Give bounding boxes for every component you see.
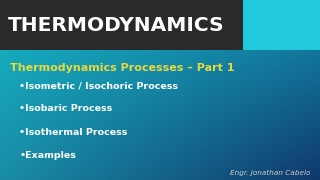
Text: •Examples: •Examples <box>19 151 76 160</box>
Text: Thermodynamics Processes – Part 1: Thermodynamics Processes – Part 1 <box>10 63 234 73</box>
Text: THERMODYNAMICS: THERMODYNAMICS <box>8 16 225 35</box>
Bar <box>243 0 320 50</box>
Text: Engr. Jonathan Cabelo: Engr. Jonathan Cabelo <box>230 170 310 176</box>
Text: •Isobaric Process: •Isobaric Process <box>19 104 112 113</box>
Text: •Isometric / Isochoric Process: •Isometric / Isochoric Process <box>19 81 178 90</box>
Bar <box>0 0 320 50</box>
Text: •Isothermal Process: •Isothermal Process <box>19 128 128 137</box>
